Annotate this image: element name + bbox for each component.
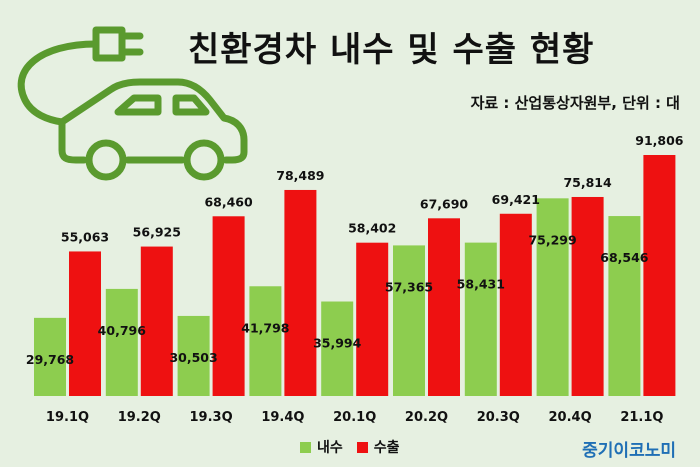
legend-swatch-export bbox=[356, 441, 368, 453]
bar-domestic-20.4Q bbox=[536, 198, 569, 396]
data-label-domestic: 68,546 bbox=[600, 250, 649, 265]
x-tick-label: 19.2Q bbox=[118, 410, 161, 425]
bar-export-19.3Q bbox=[212, 216, 245, 396]
data-label-export: 67,690 bbox=[420, 196, 469, 211]
bar-domestic-21.1Q bbox=[608, 216, 641, 396]
x-tick-label: 20.1Q bbox=[333, 410, 376, 425]
legend-swatch-domestic bbox=[300, 441, 311, 453]
data-label-domestic: 57,365 bbox=[385, 279, 433, 294]
x-tick-layer: 19.1Q 19.2Q 19.3Q 19.4Q 20.1Q 20.2Q 20.3Q 20.4Q… bbox=[46, 410, 664, 425]
data-label-export: 58,402 bbox=[348, 221, 396, 236]
data-label-export: 55,063 bbox=[61, 229, 109, 244]
data-label-export: 91,806 bbox=[635, 133, 684, 148]
bar-export-20.4Q bbox=[571, 196, 604, 396]
bar-export-19.1Q bbox=[69, 251, 101, 396]
x-tick-label: 20.4Q bbox=[549, 410, 592, 425]
x-tick-label: 20.2Q bbox=[405, 410, 448, 425]
brand-logo-text: 중기이코노미 bbox=[582, 441, 676, 461]
legend-item-domestic: 내수 bbox=[300, 437, 343, 457]
legend-item-export: 수출 bbox=[356, 437, 400, 457]
x-tick-label: 19.1Q bbox=[46, 410, 89, 425]
data-label-export: 75,814 bbox=[563, 175, 612, 190]
data-label-export: 78,489 bbox=[276, 168, 324, 183]
x-tick-label: 19.3Q bbox=[190, 410, 233, 425]
x-tick-label: 20.3Q bbox=[477, 410, 520, 425]
data-label-domestic: 29,768 bbox=[26, 352, 74, 367]
bar-export-20.2Q bbox=[428, 218, 460, 396]
bar-domestic-20.1Q bbox=[321, 301, 354, 396]
data-label-export: 56,925 bbox=[133, 225, 181, 240]
bar-export-19.4Q bbox=[284, 189, 317, 396]
data-label-export: 68,460 bbox=[204, 194, 253, 209]
data-label-domestic: 35,994 bbox=[313, 336, 362, 351]
bar-export-20.1Q bbox=[356, 242, 389, 396]
legend-label-domestic: 내수 bbox=[317, 440, 343, 456]
data-label-export: 69,421 bbox=[492, 192, 540, 207]
bar-domestic-19.3Q bbox=[177, 315, 210, 396]
data-label-domestic: 41,798 bbox=[241, 320, 289, 335]
bar-export-20.3Q bbox=[499, 213, 532, 396]
page-title: 친환경차 내수 및 수출 현황 bbox=[188, 30, 595, 70]
data-label-domestic: 58,431 bbox=[457, 277, 505, 292]
legend-label-export: 수출 bbox=[373, 440, 400, 456]
data-label-domestic: 40,796 bbox=[98, 323, 147, 338]
x-tick-label: 19.4Q bbox=[261, 410, 304, 425]
electric-car-plug-icon bbox=[17, 26, 248, 181]
bar-domestic-19.1Q bbox=[34, 317, 66, 396]
bar-export-21.1Q bbox=[643, 155, 676, 396]
bar-domestic-20.3Q bbox=[464, 242, 497, 396]
value-label-layer: 29,768 55,063 40,796 56,925 30,503 68,460 41,7… bbox=[26, 133, 684, 367]
bar-export-19.2Q bbox=[140, 246, 173, 396]
data-label-domestic: 30,503 bbox=[169, 350, 217, 365]
bar-layer bbox=[34, 155, 676, 396]
data-label-domestic: 75,299 bbox=[528, 232, 576, 247]
x-tick-label: 21.1Q bbox=[620, 410, 663, 425]
source-note: 자료 : 산업통상자원부, 단위 : 대 bbox=[470, 94, 680, 112]
bar-domestic-19.2Q bbox=[105, 288, 138, 396]
legend: 내수 수출 bbox=[300, 437, 400, 457]
bar-domestic-19.4Q bbox=[249, 286, 282, 396]
bar-domestic-20.2Q bbox=[393, 245, 425, 396]
